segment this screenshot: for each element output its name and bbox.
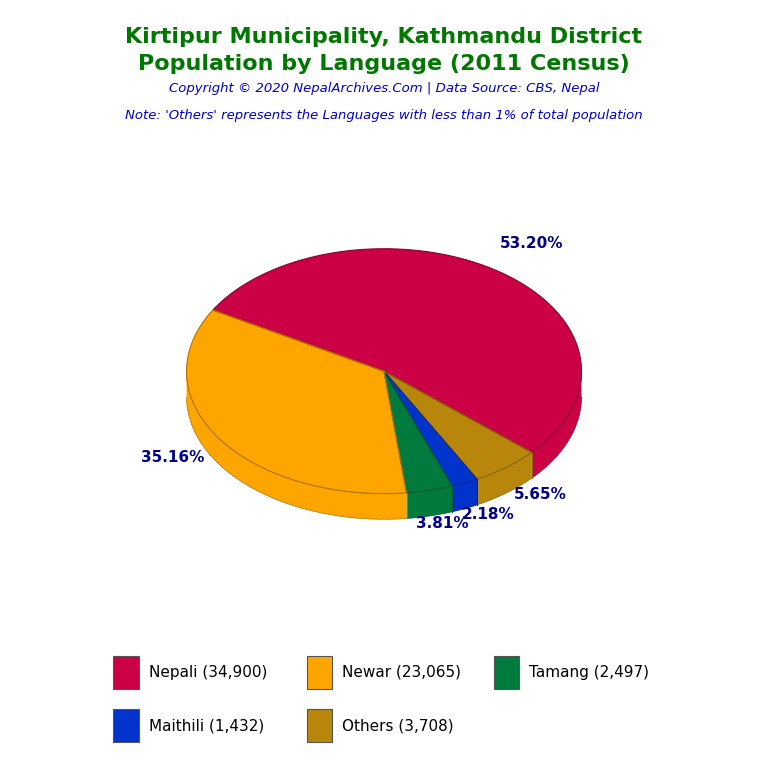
Text: Population by Language (2011 Census): Population by Language (2011 Census) [138, 54, 630, 74]
Polygon shape [384, 371, 452, 493]
Text: Maithili (1,432): Maithili (1,432) [148, 718, 263, 733]
Polygon shape [213, 249, 581, 452]
FancyBboxPatch shape [306, 656, 333, 689]
FancyBboxPatch shape [113, 656, 139, 689]
FancyBboxPatch shape [306, 709, 333, 743]
FancyBboxPatch shape [494, 656, 519, 689]
FancyBboxPatch shape [113, 709, 139, 743]
Polygon shape [384, 371, 477, 486]
Text: 5.65%: 5.65% [515, 487, 567, 502]
Text: Note: 'Others' represents the Languages with less than 1% of total population: Note: 'Others' represents the Languages … [125, 109, 643, 122]
Text: 2.18%: 2.18% [462, 507, 514, 521]
Polygon shape [532, 372, 581, 478]
Text: 3.81%: 3.81% [416, 516, 469, 531]
Text: Tamang (2,497): Tamang (2,497) [529, 665, 649, 680]
Polygon shape [477, 452, 532, 505]
Polygon shape [406, 486, 452, 518]
Text: 53.20%: 53.20% [500, 237, 564, 251]
Text: 35.16%: 35.16% [141, 450, 204, 465]
Text: Kirtipur Municipality, Kathmandu District: Kirtipur Municipality, Kathmandu Distric… [125, 27, 643, 47]
Text: Newar (23,065): Newar (23,065) [342, 665, 461, 680]
Text: Others (3,708): Others (3,708) [342, 718, 454, 733]
Polygon shape [187, 372, 406, 519]
Text: Nepali (34,900): Nepali (34,900) [148, 665, 267, 680]
Polygon shape [452, 479, 477, 511]
Polygon shape [384, 371, 532, 479]
Polygon shape [187, 310, 406, 494]
Text: Copyright © 2020 NepalArchives.Com | Data Source: CBS, Nepal: Copyright © 2020 NepalArchives.Com | Dat… [169, 82, 599, 95]
